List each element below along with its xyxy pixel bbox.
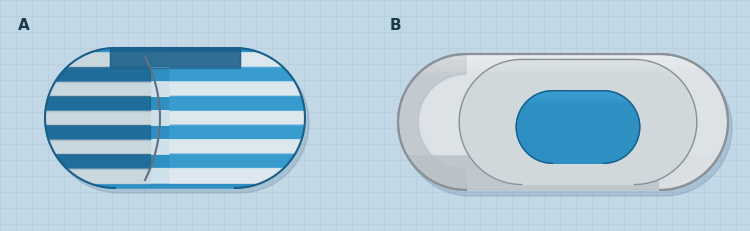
Polygon shape [170, 125, 304, 140]
Polygon shape [459, 59, 697, 185]
Polygon shape [45, 111, 305, 125]
Polygon shape [45, 111, 150, 125]
Polygon shape [55, 67, 150, 82]
Polygon shape [67, 53, 284, 67]
Polygon shape [49, 140, 150, 154]
Text: A: A [18, 18, 30, 33]
Polygon shape [110, 48, 240, 68]
Polygon shape [170, 53, 284, 67]
Polygon shape [170, 82, 302, 96]
Polygon shape [170, 67, 295, 82]
Polygon shape [49, 140, 302, 154]
Polygon shape [67, 169, 284, 183]
Polygon shape [170, 96, 304, 111]
Polygon shape [45, 125, 150, 140]
Polygon shape [55, 154, 150, 169]
Text: B: B [390, 18, 402, 33]
Polygon shape [398, 54, 728, 190]
Polygon shape [45, 96, 150, 111]
Polygon shape [398, 54, 466, 190]
Polygon shape [516, 91, 640, 163]
Polygon shape [407, 156, 719, 190]
Polygon shape [49, 82, 150, 96]
Polygon shape [45, 48, 305, 188]
Polygon shape [67, 53, 150, 67]
Polygon shape [49, 53, 309, 193]
Polygon shape [49, 82, 302, 96]
Polygon shape [170, 140, 302, 154]
Polygon shape [170, 154, 295, 169]
Polygon shape [67, 169, 150, 183]
Polygon shape [402, 60, 732, 196]
Polygon shape [660, 54, 728, 190]
Polygon shape [170, 169, 284, 183]
Polygon shape [170, 111, 304, 125]
